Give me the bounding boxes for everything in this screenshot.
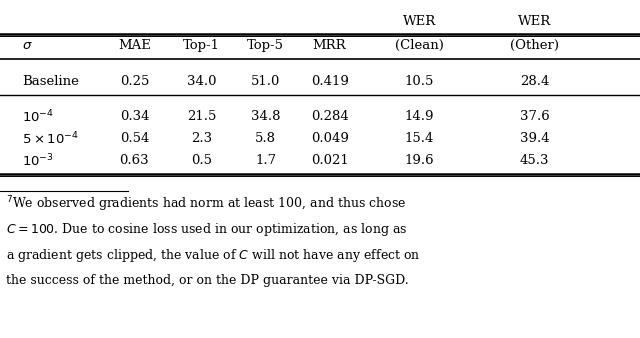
Text: 1.7: 1.7: [255, 154, 276, 167]
Text: the success of the method, or on the DP guarantee via DP-SGD.: the success of the method, or on the DP …: [6, 274, 409, 287]
Text: 0.25: 0.25: [120, 75, 149, 88]
Text: 2.3: 2.3: [191, 132, 212, 145]
Text: 0.284: 0.284: [311, 110, 348, 123]
Text: 37.6: 37.6: [520, 110, 549, 123]
Text: 51.0: 51.0: [251, 75, 280, 88]
Text: Baseline: Baseline: [22, 75, 79, 88]
Text: $^7$We observed gradients had norm at least 100, and thus chose: $^7$We observed gradients had norm at le…: [6, 195, 407, 214]
Text: 0.049: 0.049: [310, 132, 349, 145]
Text: (Other): (Other): [510, 39, 559, 52]
Text: Top-5: Top-5: [247, 39, 284, 52]
Text: 0.021: 0.021: [311, 154, 348, 167]
Text: 10.5: 10.5: [404, 75, 434, 88]
Text: WER: WER: [518, 16, 551, 28]
Text: 0.5: 0.5: [191, 154, 212, 167]
Text: 19.6: 19.6: [404, 154, 434, 167]
Text: (Clean): (Clean): [395, 39, 444, 52]
Text: MAE: MAE: [118, 39, 151, 52]
Text: 21.5: 21.5: [187, 110, 216, 123]
Text: 14.9: 14.9: [404, 110, 434, 123]
Text: 45.3: 45.3: [520, 154, 549, 167]
Text: Top-1: Top-1: [183, 39, 220, 52]
Text: 0.34: 0.34: [120, 110, 149, 123]
Text: 34.8: 34.8: [251, 110, 280, 123]
Text: 34.0: 34.0: [187, 75, 216, 88]
Text: 39.4: 39.4: [520, 132, 549, 145]
Text: $5 \times 10^{-4}$: $5 \times 10^{-4}$: [22, 130, 79, 147]
Text: a gradient gets clipped, the value of $C$ will not have any effect on: a gradient gets clipped, the value of $C…: [6, 247, 421, 264]
Text: 15.4: 15.4: [404, 132, 434, 145]
Text: $10^{-4}$: $10^{-4}$: [22, 108, 54, 125]
Text: 0.54: 0.54: [120, 132, 149, 145]
Text: 0.419: 0.419: [310, 75, 349, 88]
Text: MRR: MRR: [313, 39, 346, 52]
Text: $C = 100$. Due to cosine loss used in our optimization, as long as: $C = 100$. Due to cosine loss used in ou…: [6, 221, 408, 238]
Text: WER: WER: [403, 16, 436, 28]
Text: 5.8: 5.8: [255, 132, 276, 145]
Text: $\sigma$: $\sigma$: [22, 39, 33, 52]
Text: $10^{-3}$: $10^{-3}$: [22, 152, 54, 169]
Text: 28.4: 28.4: [520, 75, 549, 88]
Text: 0.63: 0.63: [120, 154, 149, 167]
